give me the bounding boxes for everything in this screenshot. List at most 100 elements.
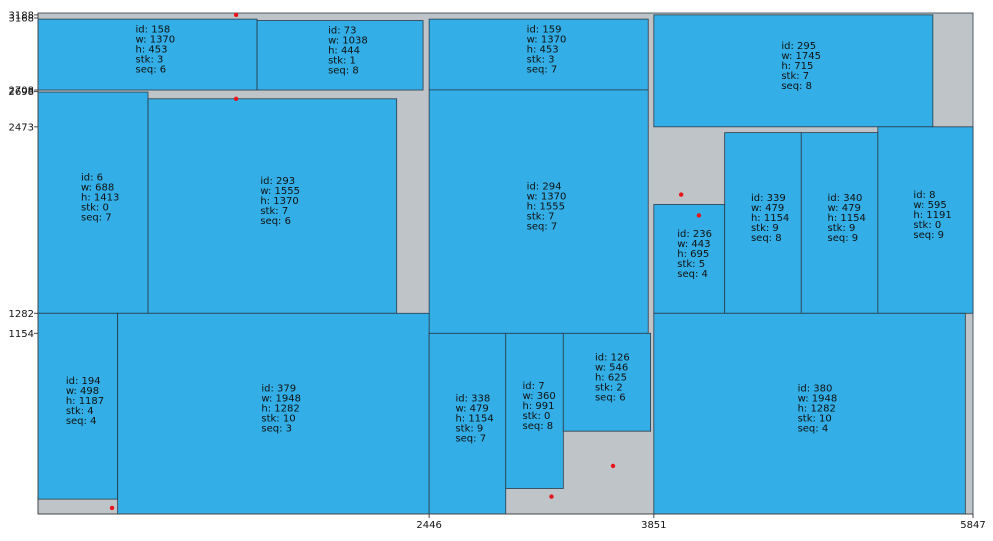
block-label-stk: stk: 9 (828, 223, 856, 234)
block-label-w: w: 1948 (261, 394, 301, 405)
block-label-stk: stk: 7 (527, 212, 555, 223)
empty-space-marker (549, 494, 554, 499)
block-label-seq: seq: 6 (260, 216, 291, 227)
block-rect (653, 14, 934, 128)
y-tick-label: 2698 (9, 87, 34, 98)
block-label-w: w: 1370 (527, 192, 567, 203)
x-tick-label: 3851 (641, 520, 666, 531)
block-label-w: w: 688 (81, 183, 114, 194)
block-label-seq: seq: 8 (751, 233, 782, 244)
block-rect (505, 332, 564, 489)
block-label-h: h: 1154 (455, 414, 493, 425)
block-label-h: h: 625 (595, 372, 627, 383)
block-label-stk: stk: 9 (455, 424, 483, 435)
block-label-stk: stk: 3 (527, 55, 555, 66)
block-label-id: id: 73 (328, 25, 356, 36)
block-label-stk: stk: 0 (81, 203, 109, 214)
block-label-id: id: 339 (751, 193, 786, 204)
x-tick-label: 2446 (416, 520, 441, 531)
block-label-stk: stk: 5 (677, 259, 705, 270)
y-tick-label: 1282 (9, 309, 34, 320)
empty-space-marker (233, 96, 239, 101)
block-label-h: h: 453 (527, 45, 559, 56)
block-label-w: w: 546 (595, 362, 628, 373)
block-label-seq: seq: 3 (261, 424, 292, 435)
block-label-h: h: 1154 (751, 213, 789, 224)
block-rect (428, 332, 507, 515)
block-rect (562, 332, 652, 432)
block-label-h: h: 1282 (261, 404, 299, 415)
block-label-seq: seq: 7 (527, 65, 558, 76)
block-label-id: id: 340 (828, 193, 863, 204)
block-label-id: id: 158 (136, 25, 171, 36)
block-label-w: w: 479 (455, 404, 488, 415)
block-label-h: h: 1370 (260, 196, 298, 207)
x-tick-label: 5847 (960, 520, 985, 531)
block-label-w: w: 1745 (781, 51, 821, 62)
block-label-stk: stk: 0 (913, 220, 941, 231)
block-label-h: h: 1555 (527, 202, 565, 213)
block-label-id: id: 380 (798, 384, 833, 395)
block-label-w: w: 479 (751, 203, 784, 214)
block-label-seq: seq: 6 (136, 65, 167, 76)
block-label-seq: seq: 4 (66, 416, 97, 427)
block-label-h: h: 444 (328, 45, 360, 56)
block-label-w: w: 360 (523, 391, 556, 402)
block-label-id: id: 7 (523, 381, 545, 392)
y-tick-label: 2708 (9, 86, 34, 97)
block-label-id: id: 294 (527, 182, 562, 193)
block-rect (256, 20, 424, 91)
empty-space-marker (233, 12, 239, 18)
block-label-id: id: 194 (66, 376, 101, 387)
block-label-stk: stk: 7 (260, 206, 288, 217)
y-tick-label: 3188 (9, 10, 34, 21)
block-label-h: h: 695 (677, 249, 709, 260)
block-label-h: h: 1191 (913, 210, 951, 221)
block-label-stk: stk: 0 (523, 411, 551, 422)
block-label-stk: stk: 9 (751, 223, 779, 234)
block-label-stk: stk: 10 (798, 414, 832, 425)
block-rect (724, 132, 802, 314)
y-tick-label: 1154 (9, 329, 34, 340)
block-label-stk: stk: 2 (595, 382, 623, 393)
block-rect (147, 98, 398, 314)
block-label-seq: seq: 8 (328, 65, 359, 76)
block-label-h: h: 1154 (828, 213, 866, 224)
block-label-seq: seq: 7 (81, 213, 112, 224)
block-label-id: id: 295 (781, 41, 816, 52)
block-rect (653, 204, 726, 314)
block-label-h: h: 715 (781, 61, 813, 72)
block-label-h: h: 1187 (66, 396, 104, 407)
block-label-id: id: 6 (81, 173, 103, 184)
block-label-h: h: 1413 (81, 193, 119, 204)
block-label-w: w: 443 (677, 239, 710, 250)
block-rect (877, 126, 974, 314)
y-tick-label: 3168 (9, 14, 34, 25)
block-label-w: w: 479 (828, 203, 861, 214)
empty-space-marker (109, 505, 115, 511)
block-label-seq: seq: 9 (828, 233, 859, 244)
block-label-w: w: 595 (913, 200, 946, 211)
block-label-id: id: 236 (677, 229, 712, 240)
block-label-w: w: 1038 (328, 35, 368, 46)
block-label-stk: stk: 3 (136, 55, 164, 66)
block-label-seq: seq: 7 (455, 434, 486, 445)
markers-layer (109, 12, 702, 511)
